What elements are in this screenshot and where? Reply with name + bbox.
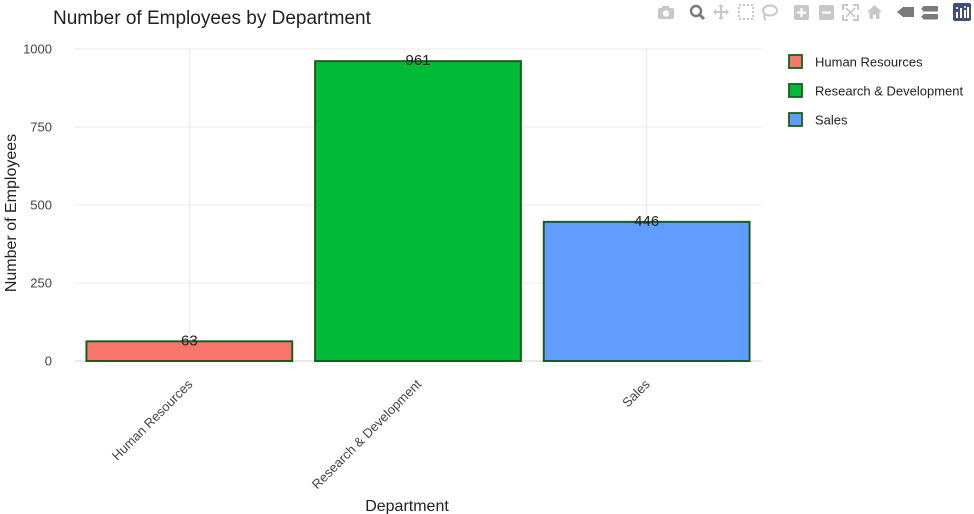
x-axis-ticks: Human Resources Research & Development Sal… [109, 376, 653, 492]
camera-icon[interactable] [658, 6, 674, 19]
y-tick-label: 1000 [23, 42, 52, 57]
lasso-icon[interactable] [762, 4, 778, 21]
legend-item[interactable]: Human Resources [788, 54, 923, 70]
autoscale-icon[interactable] [842, 4, 859, 21]
chart-title: Number of Employees by Department [53, 8, 372, 29]
y-tick-label: 250 [30, 276, 52, 291]
box-select-icon[interactable] [738, 4, 754, 20]
bar[interactable] [85, 340, 294, 362]
data-label: 446 [634, 213, 659, 230]
data-labels: 63 961 446 [181, 52, 659, 349]
y-axis-title: Number of Employees [3, 134, 20, 292]
x-axis-title: Department [365, 498, 449, 514]
legend-item[interactable]: Research & Development [788, 83, 964, 99]
hover-closest-icon[interactable] [897, 7, 914, 17]
zoom-icon[interactable] [689, 4, 706, 21]
legend-swatch [788, 83, 803, 98]
y-tick-label: 750 [30, 120, 52, 135]
y-tick-label: 500 [30, 198, 52, 213]
x-tick-label: Sales [619, 376, 653, 410]
legend-swatch [788, 54, 803, 69]
x-tick-label: Research & Development [309, 376, 425, 492]
hover-compare-icon[interactable] [921, 6, 938, 20]
legend-label: Research & Development [815, 84, 964, 99]
legend-swatch [788, 112, 803, 127]
x-tick-label: Human Resources [109, 376, 196, 463]
y-tick-label: 0 [45, 354, 52, 369]
zoom-in-icon[interactable] [794, 5, 809, 20]
plotly-logo-icon[interactable] [953, 3, 971, 21]
bars [85, 60, 751, 362]
data-label: 961 [405, 52, 430, 69]
y-axis-ticks: 0 250 500 750 1000 [23, 42, 52, 369]
zoom-out-icon[interactable] [819, 5, 834, 20]
legend-label: Sales [815, 113, 848, 128]
home-icon[interactable] [867, 5, 882, 19]
data-label: 63 [181, 332, 198, 349]
bar[interactable] [314, 60, 522, 362]
modebar [658, 3, 971, 21]
legend-label: Human Resources [815, 55, 923, 70]
legend-item[interactable]: Sales [788, 112, 848, 128]
pan-icon[interactable] [713, 4, 729, 20]
bar[interactable] [542, 220, 751, 362]
legend: Human Resources Research & Development Sal… [788, 54, 964, 128]
